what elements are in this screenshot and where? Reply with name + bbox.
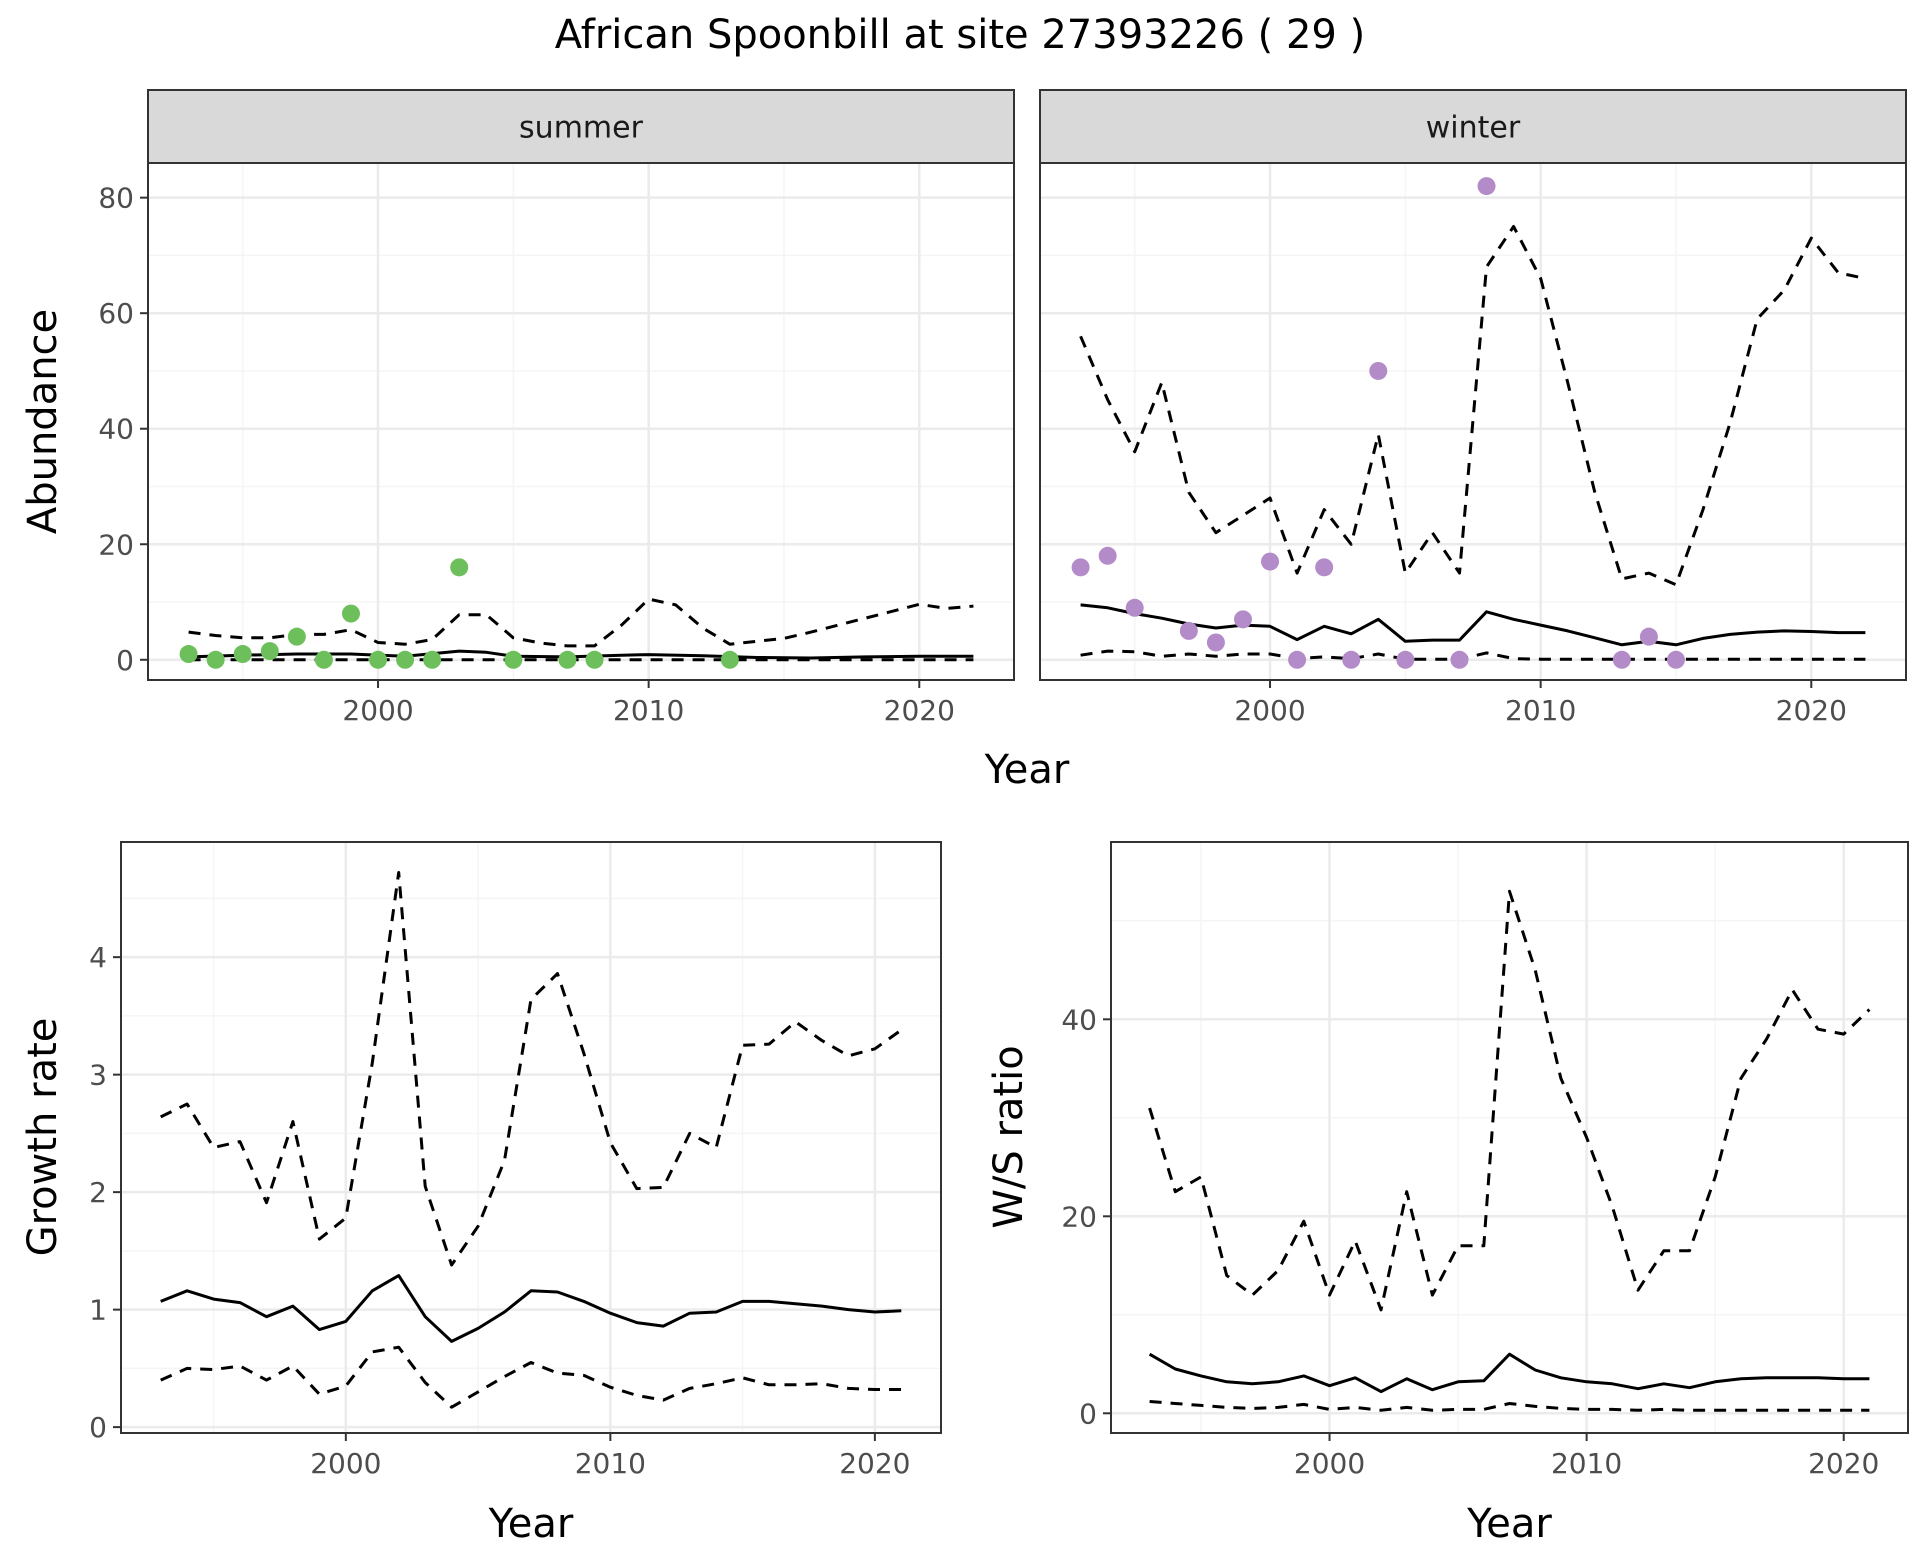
x-tick-label: 2010 [613, 694, 684, 727]
x-tick-label: 2000 [310, 1447, 381, 1480]
y-axis-title: Growth rate [20, 1018, 66, 1257]
y-tick-label: 40 [98, 413, 134, 446]
y-tick-label: 0 [1079, 1397, 1097, 1430]
y-tick-label: 3 [89, 1059, 107, 1092]
y-tick-label: 20 [98, 528, 134, 561]
data-point [450, 558, 469, 577]
x-axis-title: Year [488, 1501, 574, 1547]
data-point [233, 645, 252, 664]
data-point [1639, 627, 1658, 646]
data-point [1450, 650, 1469, 669]
x-axis-title: Year [1466, 1501, 1552, 1547]
dashed-series-line [160, 1345, 902, 1409]
data-point [504, 650, 523, 669]
x-tick-label: 2010 [1505, 694, 1576, 727]
panel-border [1110, 841, 1909, 1434]
data-point [1288, 650, 1307, 669]
panel-background [121, 842, 941, 1433]
data-point [260, 642, 279, 661]
x-tick-label: 2020 [839, 1447, 910, 1480]
panel-background [1111, 842, 1908, 1433]
data-point [1342, 650, 1361, 669]
panel-summer: summer 2000 2010 2020 0 20 40 60 80 Abundance [20, 89, 1015, 727]
x-axis-title: Year [984, 747, 1070, 793]
x-tick-label: 2010 [575, 1447, 646, 1480]
y-tick-label: 80 [98, 182, 134, 215]
dashed-series-line [1148, 889, 1871, 1312]
x-tick-label: 2000 [1294, 1447, 1365, 1480]
y-tick-label: 1 [89, 1294, 107, 1327]
y-tick-label: 2 [89, 1176, 107, 1209]
data-point [1261, 552, 1280, 571]
x-tick-label: 2010 [1551, 1447, 1622, 1480]
data-point [1125, 598, 1144, 617]
dashed-series-line [188, 597, 974, 648]
panel-plot-2: 2000 2010 2020 0 1 2 3 4 Year Growth rate [20, 841, 942, 1547]
y-tick-label: 4 [89, 941, 107, 974]
panel-border [120, 841, 942, 1434]
y-tick-label: 0 [89, 1411, 107, 1444]
dashed-series-line [1149, 1400, 1870, 1412]
y-tick-label: 40 [1061, 1003, 1097, 1036]
data-point [1233, 610, 1252, 629]
data-point [1666, 650, 1685, 669]
data-point [369, 650, 388, 669]
facet-strip [147, 89, 1015, 164]
data-point [1315, 558, 1334, 577]
data-point [1369, 361, 1388, 380]
data-point [1071, 558, 1090, 577]
data-point [341, 604, 360, 623]
data-point [585, 650, 604, 669]
data-point [179, 645, 198, 664]
solid-series-line [1080, 603, 1866, 647]
data-point [1179, 621, 1198, 640]
data-point [1098, 546, 1117, 565]
data-point [423, 650, 442, 669]
x-tick-label: 2020 [884, 694, 955, 727]
y-tick-label: 60 [98, 297, 134, 330]
data-point [720, 650, 739, 669]
x-tick-label: 2000 [342, 694, 413, 727]
x-tick-label: 2000 [1234, 694, 1305, 727]
data-point [396, 650, 415, 669]
data-point [1477, 177, 1496, 196]
y-tick-label: 20 [1061, 1200, 1097, 1233]
data-point [558, 650, 577, 669]
x-tick-label: 2020 [1776, 694, 1847, 727]
y-axis-title: Abundance [20, 309, 66, 534]
y-tick-label: 0 [116, 644, 134, 677]
solid-series-line [160, 1274, 902, 1343]
data-point [287, 627, 306, 646]
data-point [1396, 650, 1415, 669]
facet-strip [1039, 89, 1907, 164]
y-axis-title: W/S ratio [986, 1045, 1032, 1228]
panel-winter: winter 2000 2010 2020 [1039, 89, 1907, 727]
data-point [1612, 650, 1631, 669]
data-point [314, 650, 333, 669]
data-point [206, 650, 225, 669]
facet-strip-label: summer [519, 111, 644, 146]
facet-strip-label: winter [1426, 111, 1521, 146]
panel-background [148, 163, 1014, 680]
data-point [1206, 633, 1225, 652]
figure-title: African Spoonbill at site 27393226 ( 29 … [555, 12, 1365, 58]
panel-plot-3: 2000 2010 2020 0 20 40 Year W/S ratio [986, 841, 1909, 1547]
x-tick-label: 2020 [1808, 1447, 1879, 1480]
solid-series-line [1148, 1352, 1870, 1394]
